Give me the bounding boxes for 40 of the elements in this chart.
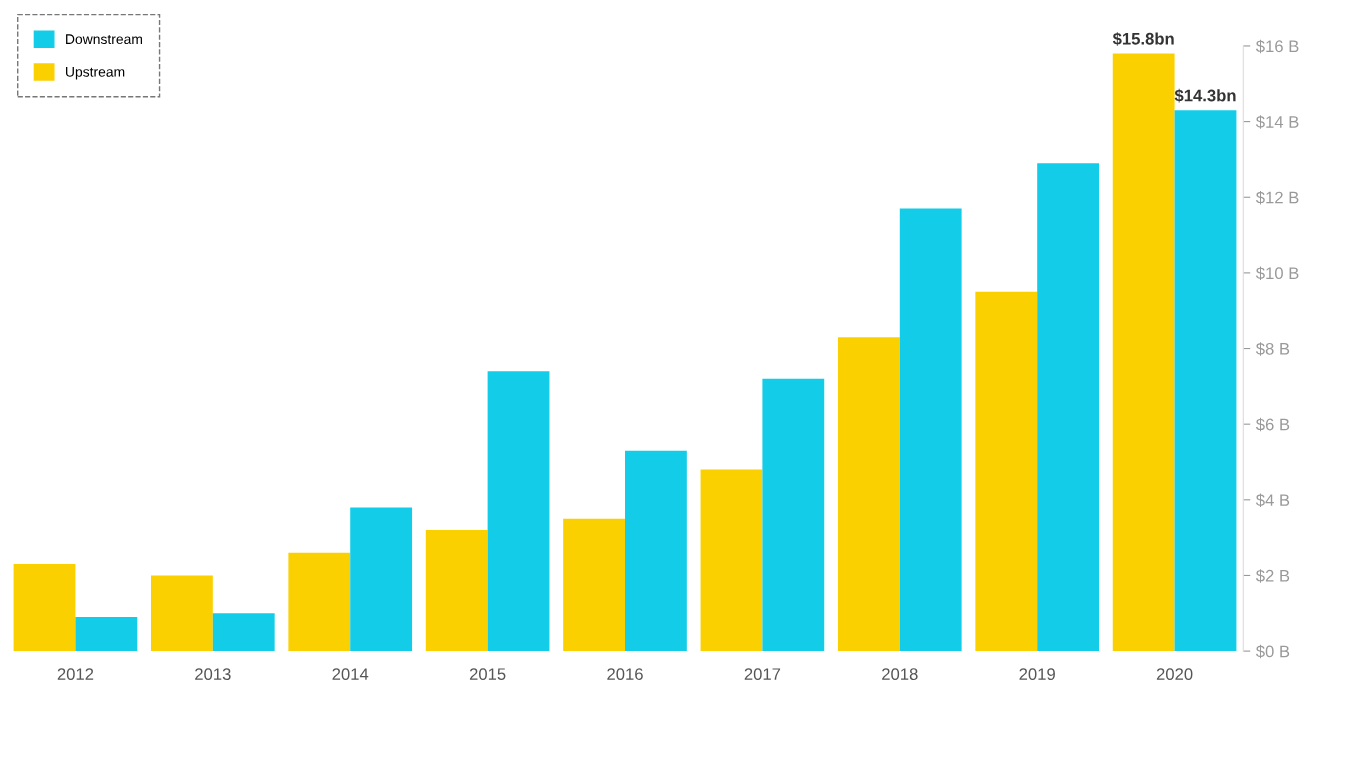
x-tick-label: 2020 — [1156, 668, 1193, 681]
bar — [700, 469, 763, 652]
y-tick-label: $8 B — [1255, 342, 1290, 356]
bar — [212, 613, 275, 652]
x-tick-label: 2019 — [1019, 668, 1055, 681]
bar — [625, 450, 687, 652]
bar — [288, 552, 351, 652]
data-label: $14.3bn — [1174, 88, 1236, 103]
x-tick-label: 2012 — [57, 668, 94, 681]
data-label: $15.8bn — [1112, 32, 1174, 46]
x-tick-label: 2018 — [882, 668, 918, 681]
legend-label: Upstream — [66, 67, 125, 80]
y-tick-label: $16 B — [1255, 39, 1299, 54]
bar — [1174, 110, 1237, 652]
x-tick-label: 2015 — [469, 668, 506, 681]
bar — [350, 507, 413, 652]
y-tick-label: $12 B — [1255, 190, 1299, 205]
bar — [75, 617, 138, 652]
y-tick-label: $6 B — [1255, 417, 1290, 432]
y-tick-label: $4 B — [1255, 493, 1290, 508]
legend-label: Downstream — [66, 34, 142, 45]
bar — [487, 371, 550, 652]
bar — [837, 337, 900, 652]
y-tick-label: $0 B — [1255, 644, 1290, 659]
bar — [1037, 163, 1100, 652]
bar — [563, 518, 626, 652]
x-tick-label: 2014 — [332, 668, 369, 681]
bar — [899, 208, 962, 652]
y-tick-label: $10 B — [1255, 266, 1299, 281]
y-tick-label: $14 B — [1255, 115, 1299, 129]
bar — [762, 378, 825, 652]
x-tick-label: 2016 — [607, 668, 643, 681]
bar — [425, 530, 488, 652]
bar — [13, 564, 76, 652]
bar — [1112, 53, 1175, 652]
y-tick-label: $2 B — [1255, 569, 1290, 583]
x-tick-label: 2017 — [744, 668, 781, 681]
bar — [151, 575, 213, 652]
x-tick-label: 2013 — [195, 668, 231, 681]
bar — [975, 291, 1038, 652]
